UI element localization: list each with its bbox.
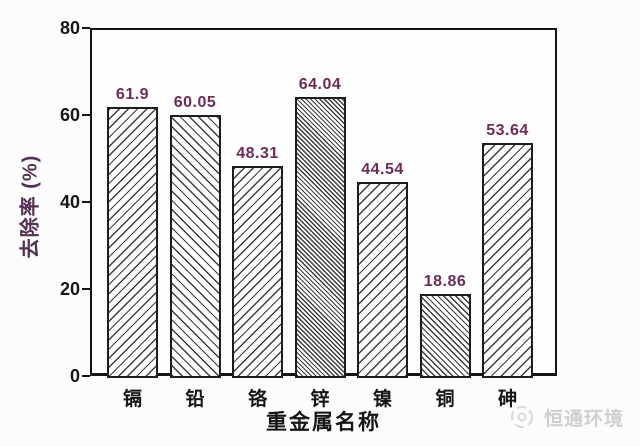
watermark: 恒通环境 bbox=[508, 403, 624, 431]
bar-value-label: 53.64 bbox=[486, 121, 529, 139]
x-tick-label: 铅 bbox=[185, 389, 205, 410]
y-axis-title: 去除率 (%) bbox=[19, 154, 42, 259]
watermark-logo-icon bbox=[511, 406, 533, 428]
y-tick-label: 60 bbox=[59, 105, 80, 125]
bar-value-label: 44.54 bbox=[361, 161, 404, 179]
watermark-text: 恒通环境 bbox=[544, 408, 625, 430]
bar-锌 bbox=[294, 97, 346, 378]
y-tick-mark bbox=[82, 288, 90, 290]
x-axis-title: 重金属名称 bbox=[266, 410, 381, 434]
y-tick-mark bbox=[82, 201, 90, 203]
x-tick-label: 铬 bbox=[247, 389, 267, 410]
x-tick-label: 铜 bbox=[435, 389, 455, 410]
x-tick-label: 镍 bbox=[372, 389, 392, 410]
y-tick-label: 40 bbox=[59, 192, 80, 212]
x-tick-label: 锌 bbox=[310, 389, 330, 410]
bar-砷 bbox=[482, 142, 533, 378]
y-tick-label: 80 bbox=[59, 18, 80, 38]
bar-value-label: 48.31 bbox=[236, 144, 279, 162]
x-tick-label: 砷 bbox=[497, 389, 517, 410]
x-tick-label: 镉 bbox=[122, 389, 142, 410]
bar-value-label: 61.9 bbox=[115, 85, 150, 103]
bar-铬 bbox=[232, 165, 283, 378]
y-tick-mark bbox=[82, 375, 90, 377]
bar-铜 bbox=[419, 293, 471, 378]
y-tick-label: 20 bbox=[59, 279, 80, 299]
y-tick-label: 0 bbox=[69, 366, 80, 386]
bar-value-label: 60.05 bbox=[173, 93, 217, 111]
y-tick-mark bbox=[82, 27, 90, 29]
bar-value-label: 18.86 bbox=[423, 272, 467, 290]
bar-铅 bbox=[169, 114, 221, 378]
y-tick-mark bbox=[82, 114, 90, 116]
bar-value-label: 64.04 bbox=[298, 76, 342, 94]
bar-镉 bbox=[107, 106, 158, 378]
bar-镍 bbox=[357, 182, 408, 378]
